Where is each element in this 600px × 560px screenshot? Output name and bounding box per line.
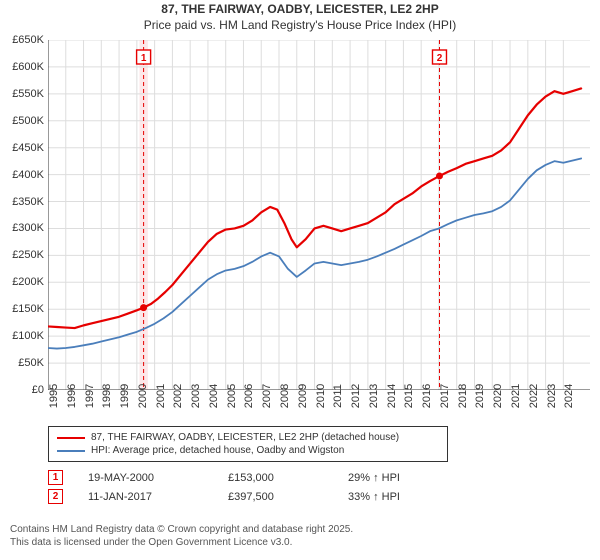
- x-axis-tick-label: 2014: [386, 384, 398, 408]
- x-axis-tick-label: 1999: [119, 384, 131, 408]
- legend-swatch: [57, 450, 85, 452]
- x-axis-tick-label: 2002: [172, 384, 184, 408]
- sale-date: 19-MAY-2000: [88, 472, 228, 484]
- legend-swatch: [57, 437, 85, 439]
- legend-item: 87, THE FAIRWAY, OADBY, LEICESTER, LE2 2…: [57, 431, 439, 444]
- x-axis-tick-label: 2000: [137, 384, 149, 408]
- sale-hpi-delta: 29% ↑ HPI: [348, 472, 498, 484]
- sales-table: 1 19-MAY-2000£153,00029% ↑ HPI 2 11-JAN-201…: [48, 468, 498, 506]
- x-axis-tick-label: 2007: [261, 384, 273, 408]
- sale-record-row: 2 11-JAN-2017£397,50033% ↑ HPI: [48, 487, 498, 506]
- sale-marker-badge: 1: [48, 470, 63, 485]
- x-axis-tick-label: 2017: [439, 384, 451, 408]
- legend-box: 87, THE FAIRWAY, OADBY, LEICESTER, LE2 2…: [48, 426, 448, 462]
- y-axis-tick-label: £550K: [12, 88, 44, 100]
- y-axis-tick-label: £50K: [18, 357, 44, 369]
- x-axis-tick-label: 2018: [457, 384, 469, 408]
- legend-item: HPI: Average price, detached house, Oadb…: [57, 444, 439, 457]
- chart-plot-area: 12 £0£50K£100K£150K£200K£250K£300K£350K£…: [48, 40, 590, 390]
- x-axis-tick-label: 2021: [510, 384, 522, 408]
- footer-line-1: Contains HM Land Registry data © Crown c…: [10, 524, 590, 537]
- x-axis-tick-label: 2011: [332, 384, 344, 408]
- svg-text:1: 1: [141, 53, 147, 64]
- x-axis-tick-label: 2015: [403, 384, 415, 408]
- y-axis-tick-label: £650K: [12, 34, 44, 46]
- page-title: 87, THE FAIRWAY, OADBY, LEICESTER, LE2 2…: [0, 2, 600, 16]
- x-axis-tick-label: 1998: [101, 384, 113, 408]
- x-axis-tick-label: 2005: [226, 384, 238, 408]
- x-axis-tick-label: 2001: [155, 384, 167, 408]
- x-axis-tick-label: 2022: [528, 384, 540, 408]
- chart-root: { "title": "87, THE FAIRWAY, OADBY, LEIC…: [0, 0, 600, 560]
- y-axis-tick-label: £100K: [12, 330, 44, 342]
- x-axis-tick-label: 2012: [350, 384, 362, 408]
- x-axis-tick-label: 2019: [474, 384, 486, 408]
- y-axis-tick-label: £450K: [12, 142, 44, 154]
- x-axis-tick-label: 2024: [563, 384, 575, 408]
- legend-label: 87, THE FAIRWAY, OADBY, LEICESTER, LE2 2…: [91, 432, 399, 443]
- sale-date: 11-JAN-2017: [88, 491, 228, 503]
- y-axis-tick-label: £250K: [12, 249, 44, 261]
- footer-attribution: Contains HM Land Registry data © Crown c…: [10, 524, 590, 549]
- x-axis-tick-label: 2020: [492, 384, 504, 408]
- page-subtitle: Price paid vs. HM Land Registry's House …: [0, 18, 600, 32]
- footer-line-2: This data is licensed under the Open Gov…: [10, 537, 590, 550]
- sale-price: £153,000: [228, 472, 348, 484]
- x-axis-tick-label: 2023: [546, 384, 558, 408]
- x-axis-tick-label: 2008: [279, 384, 291, 408]
- y-axis-tick-label: £200K: [12, 276, 44, 288]
- x-axis-tick-label: 2003: [190, 384, 202, 408]
- x-axis-tick-label: 2009: [297, 384, 309, 408]
- sale-record-row: 1 19-MAY-2000£153,00029% ↑ HPI: [48, 468, 498, 487]
- y-axis-tick-label: £350K: [12, 196, 44, 208]
- svg-text:2: 2: [437, 53, 443, 64]
- y-axis-tick-label: £0: [32, 384, 44, 396]
- y-axis-tick-label: £500K: [12, 115, 44, 127]
- x-axis-tick-label: 2010: [315, 384, 327, 408]
- legend-label: HPI: Average price, detached house, Oadb…: [91, 445, 344, 456]
- y-axis-tick-label: £400K: [12, 169, 44, 181]
- sale-hpi-delta: 33% ↑ HPI: [348, 491, 498, 503]
- sale-price: £397,500: [228, 491, 348, 503]
- x-axis-tick-label: 1997: [84, 384, 96, 408]
- x-axis-tick-label: 2006: [243, 384, 255, 408]
- chart-svg: 12: [48, 40, 590, 390]
- y-axis-tick-label: £150K: [12, 303, 44, 315]
- x-axis-tick-label: 1995: [48, 384, 60, 408]
- y-axis-tick-label: £600K: [12, 61, 44, 73]
- y-axis-tick-label: £300K: [12, 222, 44, 234]
- x-axis-tick-label: 2016: [421, 384, 433, 408]
- x-axis-tick-label: 1996: [66, 384, 78, 408]
- x-axis-tick-label: 2013: [368, 384, 380, 408]
- sale-marker-badge: 2: [48, 489, 63, 504]
- x-axis-tick-label: 2004: [208, 384, 220, 408]
